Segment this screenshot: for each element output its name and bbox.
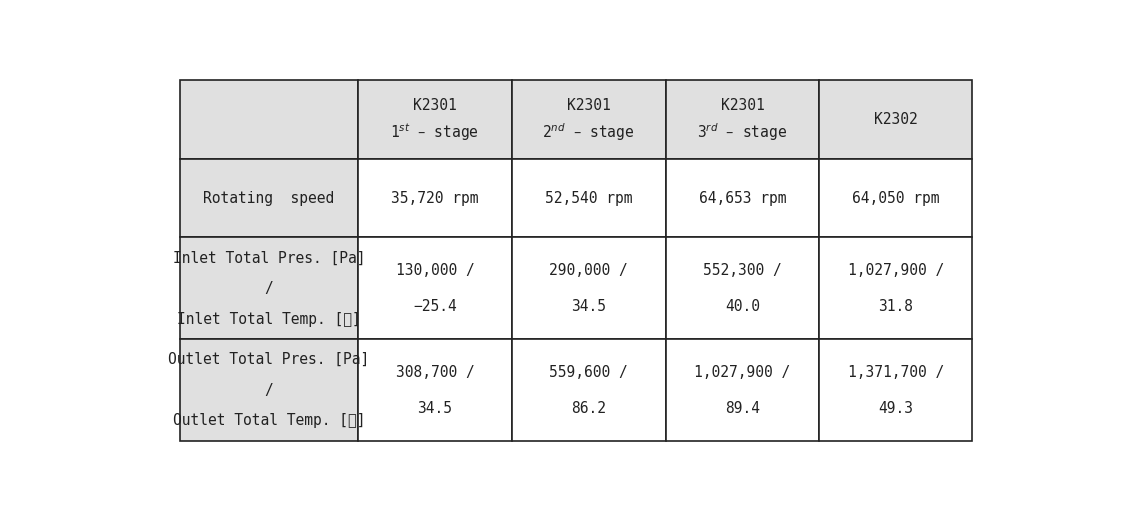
- Text: /: /: [264, 281, 273, 296]
- Text: 559,600 /: 559,600 /: [550, 364, 628, 380]
- Bar: [180, 340, 359, 441]
- Bar: [819, 158, 972, 237]
- Text: 1,027,900 /: 1,027,900 /: [695, 364, 790, 380]
- Bar: [359, 158, 511, 237]
- Text: 40.0: 40.0: [725, 299, 760, 314]
- Bar: [359, 80, 511, 158]
- Text: 130,000 /: 130,000 /: [396, 263, 474, 278]
- Bar: [819, 80, 972, 158]
- Text: 49.3: 49.3: [878, 401, 914, 416]
- Text: /: /: [264, 383, 273, 398]
- Bar: [511, 80, 665, 158]
- Text: 1,371,700 /: 1,371,700 /: [847, 364, 944, 380]
- Text: 31.8: 31.8: [878, 299, 914, 314]
- Text: Rotating  speed: Rotating speed: [203, 190, 335, 205]
- Text: 34.5: 34.5: [571, 299, 606, 314]
- Text: 34.5: 34.5: [417, 401, 453, 416]
- Bar: [819, 340, 972, 441]
- Text: K2302: K2302: [874, 111, 918, 127]
- Text: 290,000 /: 290,000 /: [550, 263, 628, 278]
- Text: 35,720 rpm: 35,720 rpm: [391, 190, 479, 205]
- Bar: [665, 80, 819, 158]
- Text: 89.4: 89.4: [725, 401, 760, 416]
- Bar: [665, 158, 819, 237]
- Text: K2301: K2301: [566, 99, 610, 114]
- Text: Inlet Total Temp. [℃]: Inlet Total Temp. [℃]: [176, 312, 361, 327]
- Bar: [359, 237, 511, 340]
- Bar: [180, 237, 359, 340]
- Text: K2301: K2301: [720, 99, 764, 114]
- Text: Outlet Total Pres. [Pa]: Outlet Total Pres. [Pa]: [169, 352, 370, 367]
- Bar: [511, 237, 665, 340]
- Text: 3$^{rd}$ – stage: 3$^{rd}$ – stage: [697, 122, 788, 143]
- Text: −25.4: −25.4: [414, 299, 456, 314]
- Text: 308,700 /: 308,700 /: [396, 364, 474, 380]
- Text: 64,653 rpm: 64,653 rpm: [699, 190, 787, 205]
- Text: 2$^{nd}$ – stage: 2$^{nd}$ – stage: [543, 122, 635, 143]
- Text: Outlet Total Temp. [℃]: Outlet Total Temp. [℃]: [173, 413, 365, 428]
- Bar: [511, 340, 665, 441]
- Bar: [180, 80, 359, 158]
- Text: 86.2: 86.2: [571, 401, 606, 416]
- Text: 1,027,900 /: 1,027,900 /: [847, 263, 944, 278]
- Text: 52,540 rpm: 52,540 rpm: [545, 190, 633, 205]
- Bar: [819, 237, 972, 340]
- Text: 64,050 rpm: 64,050 rpm: [852, 190, 940, 205]
- Text: 1$^{st}$ – stage: 1$^{st}$ – stage: [390, 122, 480, 143]
- Text: K2301: K2301: [414, 99, 456, 114]
- Bar: [665, 237, 819, 340]
- Bar: [180, 158, 359, 237]
- Bar: [359, 340, 511, 441]
- Bar: [665, 340, 819, 441]
- Text: Inlet Total Pres. [Pa]: Inlet Total Pres. [Pa]: [173, 250, 365, 265]
- Text: 552,300 /: 552,300 /: [704, 263, 782, 278]
- Bar: [511, 158, 665, 237]
